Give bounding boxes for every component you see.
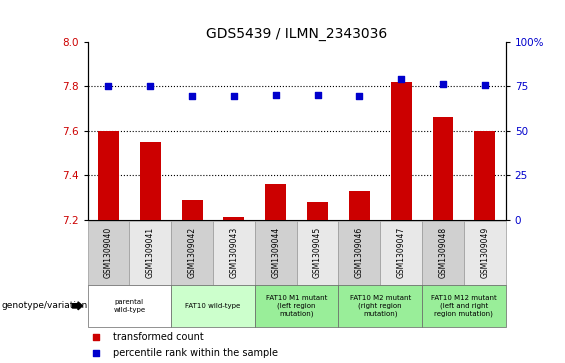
- Text: GSM1309045: GSM1309045: [313, 227, 322, 278]
- Bar: [422, 221, 464, 285]
- Text: parental
wild-type: parental wild-type: [114, 299, 145, 313]
- Text: GSM1309047: GSM1309047: [397, 227, 406, 278]
- Text: GSM1309049: GSM1309049: [480, 227, 489, 278]
- Bar: [129, 221, 171, 285]
- Text: FAT10 M12 mutant
(left and right
region mutation): FAT10 M12 mutant (left and right region …: [431, 295, 497, 317]
- Point: [355, 93, 364, 99]
- Text: genotype/variation: genotype/variation: [1, 301, 88, 310]
- Text: GSM1309041: GSM1309041: [146, 227, 155, 278]
- Bar: [140, 142, 161, 220]
- Text: percentile rank within the sample: percentile rank within the sample: [112, 348, 277, 358]
- Text: GSM1309044: GSM1309044: [271, 227, 280, 278]
- Text: transformed count: transformed count: [112, 332, 203, 342]
- Bar: [171, 285, 255, 327]
- Bar: [338, 285, 422, 327]
- Bar: [255, 221, 297, 285]
- Point: [229, 93, 238, 99]
- Text: FAT10 wild-type: FAT10 wild-type: [185, 303, 241, 309]
- Bar: [88, 221, 129, 285]
- Bar: [380, 221, 422, 285]
- Point: [313, 92, 322, 98]
- Point: [92, 334, 101, 340]
- Point: [271, 92, 280, 98]
- Text: GSM1309043: GSM1309043: [229, 227, 238, 278]
- Bar: [464, 221, 506, 285]
- Text: FAT10 M1 mutant
(left region
mutation): FAT10 M1 mutant (left region mutation): [266, 295, 327, 317]
- Point: [480, 82, 489, 88]
- Bar: [475, 131, 496, 220]
- Bar: [224, 217, 244, 220]
- Bar: [433, 117, 453, 220]
- Point: [438, 82, 447, 87]
- Bar: [213, 221, 255, 285]
- Text: GSM1309046: GSM1309046: [355, 227, 364, 278]
- Point: [92, 350, 101, 355]
- Text: GSM1309040: GSM1309040: [104, 227, 113, 278]
- Point: [188, 93, 197, 99]
- Bar: [266, 184, 286, 220]
- Bar: [297, 221, 338, 285]
- Point: [146, 83, 155, 89]
- Text: GSM1309042: GSM1309042: [188, 227, 197, 278]
- Text: GSM1309048: GSM1309048: [438, 227, 447, 278]
- Point: [104, 83, 113, 89]
- Bar: [88, 285, 171, 327]
- Title: GDS5439 / ILMN_2343036: GDS5439 / ILMN_2343036: [206, 27, 387, 41]
- Bar: [307, 202, 328, 220]
- Bar: [171, 221, 213, 285]
- Bar: [391, 82, 412, 220]
- Bar: [349, 191, 370, 220]
- Point: [397, 76, 406, 82]
- Bar: [422, 285, 506, 327]
- Bar: [255, 285, 338, 327]
- Bar: [182, 200, 202, 220]
- Text: FAT10 M2 mutant
(right region
mutation): FAT10 M2 mutant (right region mutation): [350, 295, 411, 317]
- Bar: [98, 131, 119, 220]
- Bar: [338, 221, 380, 285]
